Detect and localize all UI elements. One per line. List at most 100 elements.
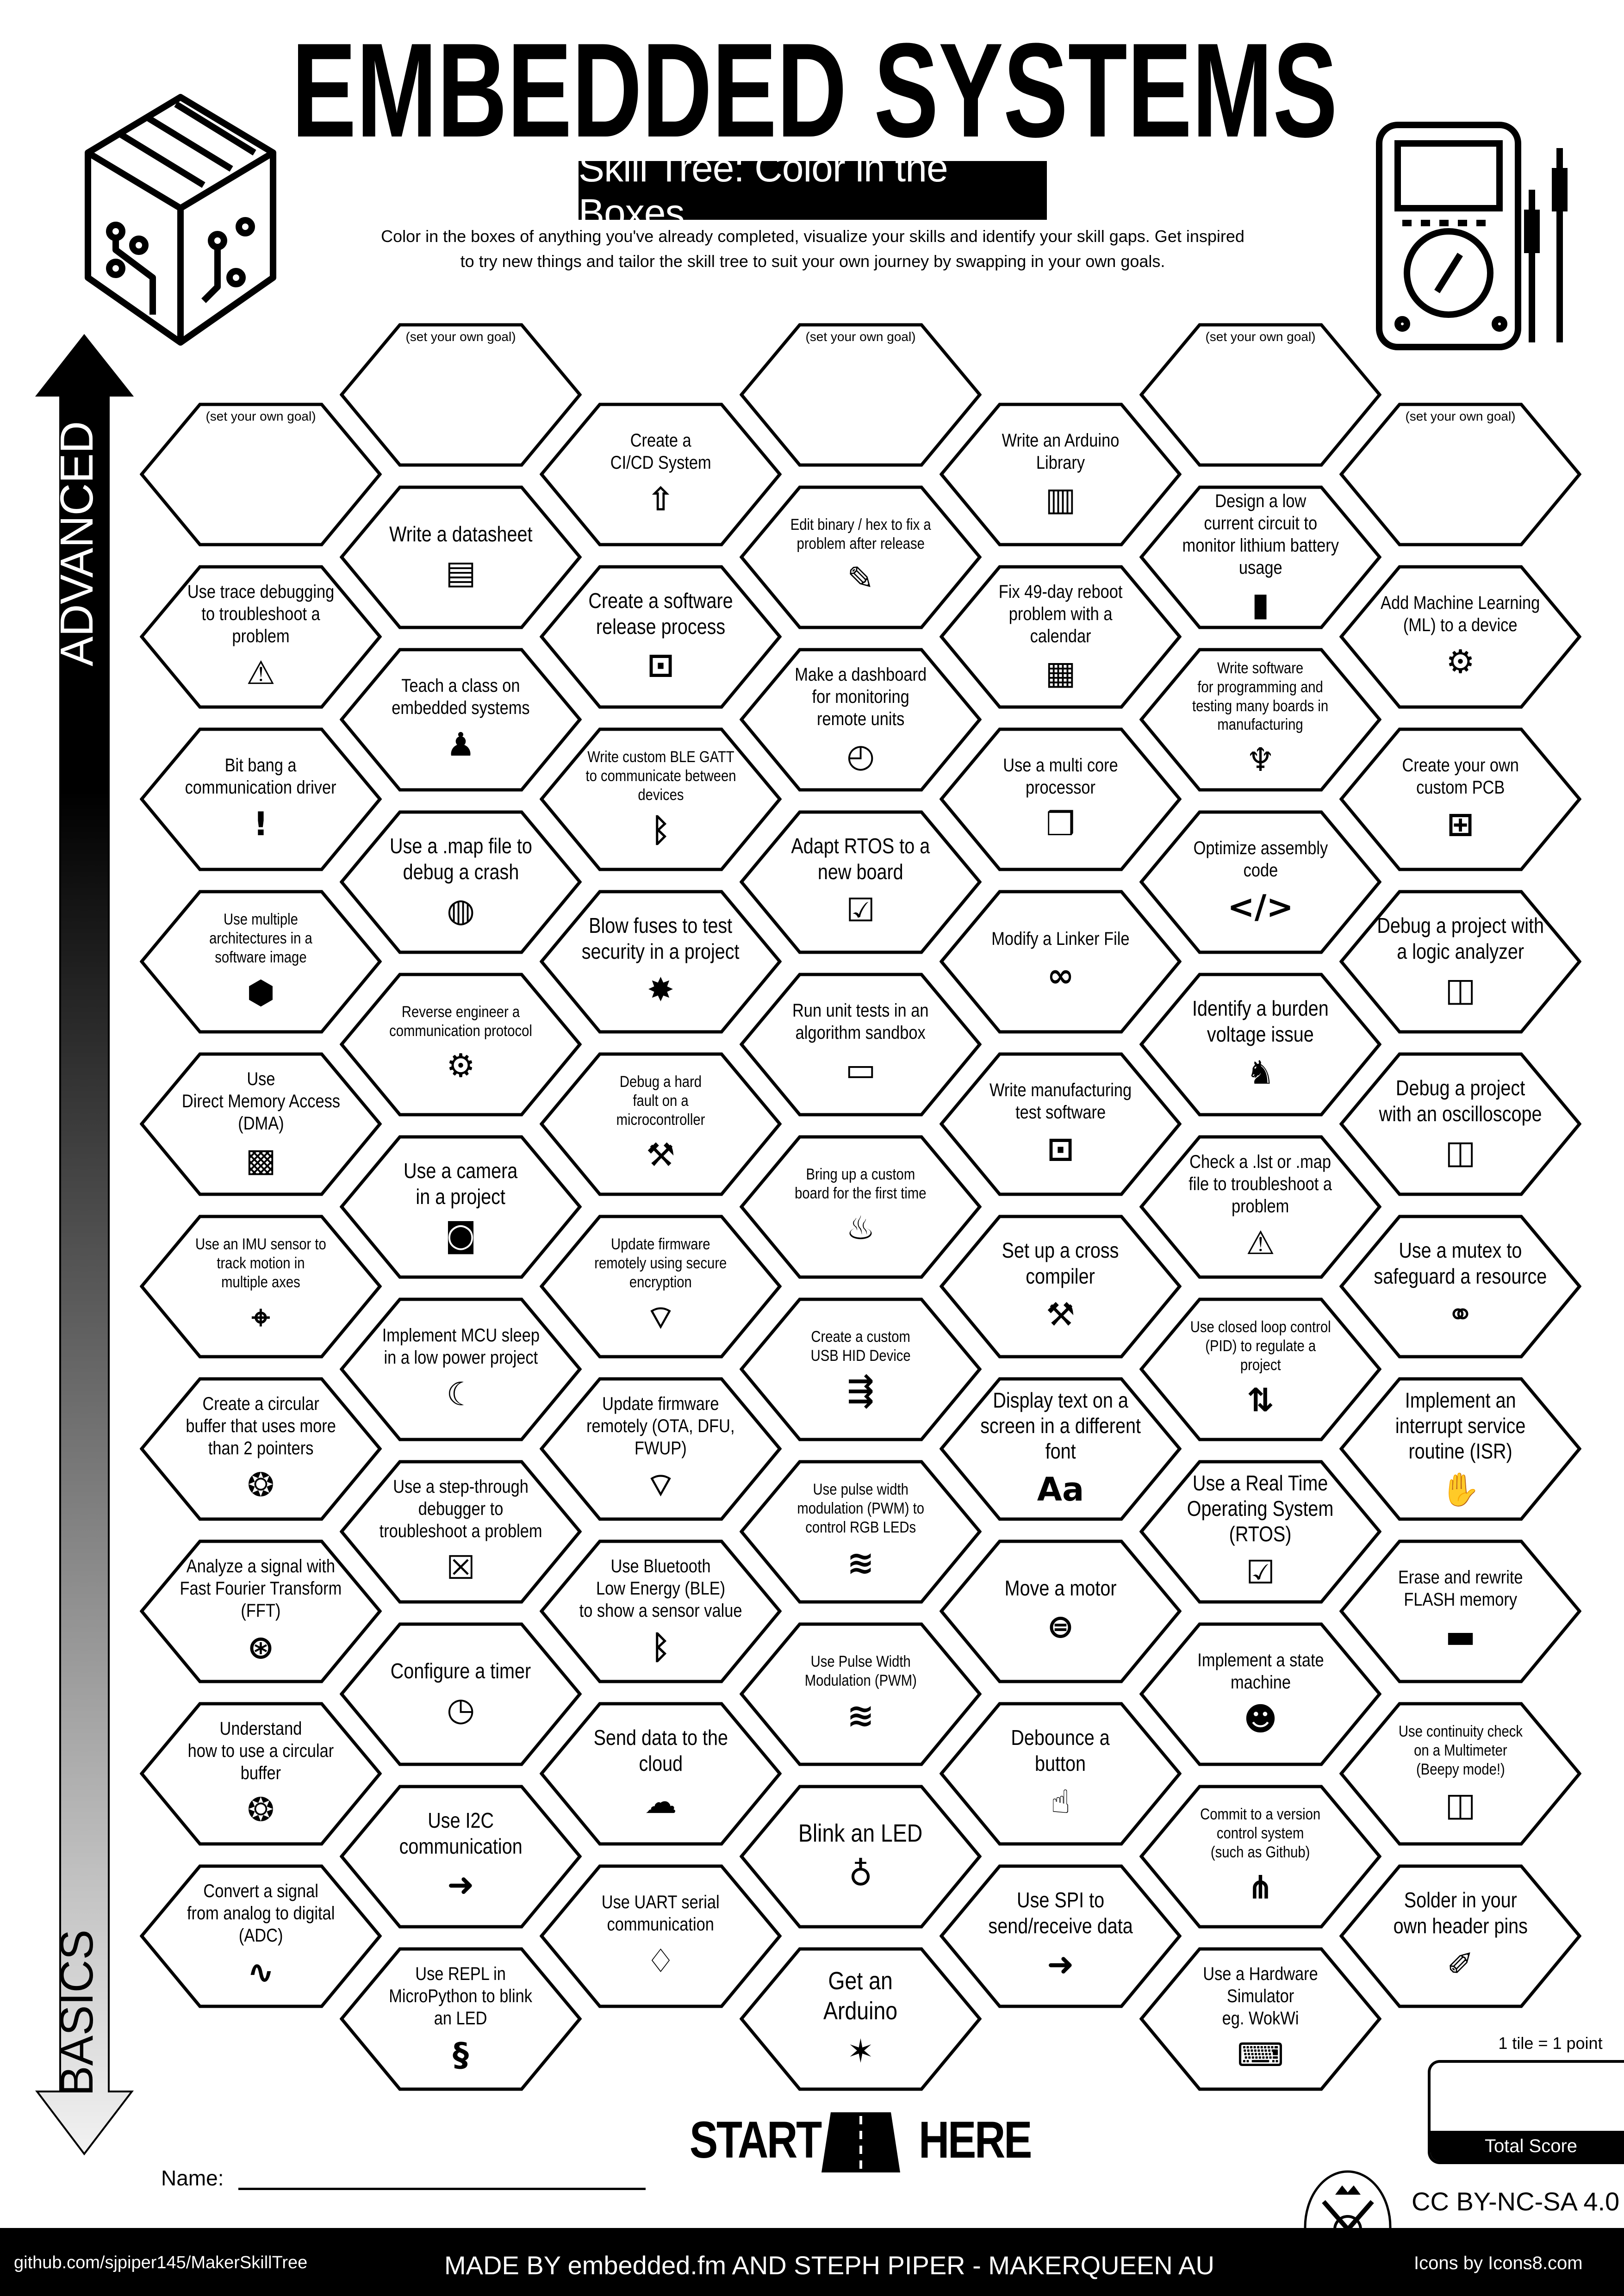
skill-tile[interactable]: Create a custom USB HID Device ⇶ [740, 1297, 982, 1441]
skill-tile[interactable]: Use a .map file to debug a crash ◍ [340, 810, 582, 954]
skill-label: Send data to the cloud [593, 1725, 728, 1775]
skill-tile[interactable]: Bring up a custom board for the first ti… [740, 1135, 982, 1279]
skill-tile[interactable]: Run unit tests in an algorithm sandbox ▭ [740, 973, 982, 1117]
skill-tile[interactable]: Add Machine Learning (ML) to a device ⚙ [1339, 565, 1581, 709]
skill-tile[interactable]: Blink an LED ♁ [740, 1785, 982, 1929]
skill-tile[interactable]: Blow fuses to test security in a project… [540, 890, 782, 1034]
hexagon-outline [740, 1297, 982, 1441]
skill-tile[interactable]: Send data to the cloud ☁ [540, 1702, 782, 1846]
skill-tile[interactable]: Create a circular buffer that uses more … [140, 1377, 382, 1521]
repo-link[interactable]: github.com/sjpiper145/MakerSkillTree [14, 2253, 308, 2272]
skill-tile-custom-goal[interactable]: (set your own goal) [340, 323, 582, 467]
skill-tile[interactable]: Analyze a signal with Fast Fourier Trans… [140, 1539, 382, 1683]
skill-tile[interactable]: Write a datasheet ▤ [340, 485, 582, 629]
skill-tile[interactable]: Use Pulse Width Modulation (PWM) ≋ [740, 1622, 982, 1766]
skill-tile[interactable]: Implement an interrupt service routine (… [1339, 1377, 1581, 1521]
skill-tile[interactable]: Use closed loop control (PID) to regulat… [1139, 1297, 1381, 1441]
skill-tile[interactable]: Use trace debugging to troubleshoot a pr… [140, 565, 382, 709]
skill-tile[interactable]: Use continuity check on a Multimeter (Be… [1339, 1702, 1581, 1846]
skill-tile[interactable]: Update firmware remotely (OTA, DFU, FWUP… [540, 1377, 782, 1521]
tile-content: Move a motor ⊜ [958, 1539, 1163, 1683]
tile-content: Create a circular buffer that uses more … [158, 1377, 363, 1521]
skill-tile[interactable]: Get an Arduino ✶ [740, 1947, 982, 2091]
skill-tile[interactable]: Use a Real Time Operating System (RTOS) ☑ [1139, 1460, 1381, 1604]
skill-label: Write custom BLE GATT to communicate bet… [585, 748, 736, 804]
skill-tile-custom-goal[interactable]: (set your own goal) [140, 403, 382, 546]
circuit-cube-icon [85, 94, 276, 346]
skill-tile[interactable]: Use a multi core processor ❒ [940, 727, 1182, 871]
skill-tile[interactable]: Understand how to use a circular buffer ❂ [140, 1702, 382, 1846]
skill-tile[interactable]: Teach a class on embedded systems ♟ [340, 648, 582, 792]
skill-tile[interactable]: Implement a state machine ☻ [1139, 1622, 1381, 1766]
tile-content: Use a .map file to debug a crash ◍ [358, 810, 563, 954]
tile-content: Make a dashboard for monitoring remote u… [758, 648, 963, 792]
skill-tile[interactable]: Write software for programming and testi… [1139, 648, 1381, 792]
skill-label: Implement MCU sleep in a low power proje… [382, 1325, 540, 1368]
skill-tile[interactable]: Use an IMU sensor to track motion in mul… [140, 1215, 382, 1359]
skill-tile[interactable]: Debug a project with an oscilloscope ◫ [1339, 1052, 1581, 1196]
skill-tile[interactable]: Use I2C communication ➜ [340, 1785, 582, 1929]
tile-content: Add Machine Learning (ML) to a device ⚙ [1358, 565, 1563, 709]
skill-tile-custom-goal[interactable]: (set your own goal) [1339, 403, 1581, 546]
skill-tile[interactable]: Bit bang a communication driver! [140, 727, 382, 871]
skill-tile[interactable]: Debug a hard fault on a microcontroller ⚒ [540, 1052, 782, 1196]
party-popper-icon: ✶ [847, 2032, 874, 2071]
skill-tile[interactable]: Use SPI to send/receive data ➜ [940, 1864, 1182, 2008]
skill-tile[interactable]: Use REPL in MicroPython to blink an LED § [340, 1947, 582, 2091]
skill-tile[interactable]: Commit to a version control system (such… [1139, 1785, 1381, 1929]
skill-tile[interactable]: Display text on a screen in a different … [940, 1377, 1182, 1521]
skill-tile[interactable]: Modify a Linker File ∞ [940, 890, 1182, 1034]
skill-tile[interactable]: Write manufacturing test software ⊡ [940, 1052, 1182, 1196]
skill-tile[interactable]: Reverse engineer a communication protoco… [340, 973, 582, 1117]
skill-tile[interactable]: Use a mutex to safeguard a resource ⚭ [1339, 1215, 1581, 1359]
skill-label: Identify a burden voltage issue [1192, 996, 1329, 1046]
name-input-line[interactable] [238, 2188, 646, 2190]
tools-icon: ⚒ [646, 1136, 675, 1174]
skill-tile[interactable]: Write an Arduino Library ▥ [940, 403, 1182, 546]
skill-tile[interactable]: Erase and rewrite FLASH memory ▬ [1339, 1539, 1581, 1683]
skill-tile[interactable]: Update firmware remotely using secure en… [540, 1215, 782, 1359]
skill-tile[interactable]: Write custom BLE GATT to communicate bet… [540, 727, 782, 871]
data-arrow-icon: ➜ [447, 1865, 474, 1904]
skill-tile[interactable]: Design a low current circuit to monitor … [1139, 485, 1381, 629]
skill-tile[interactable]: Use a camera in a project ◙ [340, 1135, 582, 1279]
skill-tile[interactable]: Adapt RTOS to a new board ☑ [740, 810, 982, 954]
skill-tile[interactable]: Use a Hardware Simulator eg. WokWi ⌨ [1139, 1947, 1381, 2091]
hexagon-outline [1339, 403, 1581, 546]
skill-tile[interactable]: Set up a cross compiler ⚒ [940, 1215, 1182, 1359]
skill-tile[interactable]: Create your own custom PCB ⊞ [1339, 727, 1581, 871]
multimeter-icon: ◫ [1445, 1785, 1476, 1824]
skill-tile[interactable]: Check a .lst or .map file to troubleshoo… [1139, 1135, 1381, 1279]
skill-label: Use a step-through debugger to troublesh… [379, 1476, 542, 1541]
skill-tile[interactable]: Implement MCU sleep in a low power proje… [340, 1297, 582, 1441]
skill-tile[interactable]: Use a step-through debugger to troublesh… [340, 1460, 582, 1604]
skill-tile[interactable]: Move a motor ⊜ [940, 1539, 1182, 1683]
skill-tile[interactable]: Solder in your own header pins ✐ [1339, 1864, 1581, 2008]
hexagon-outline [1139, 1297, 1381, 1441]
skill-tile[interactable]: Use pulse width modulation (PWM) to cont… [740, 1460, 982, 1604]
hexagon-outline [1139, 648, 1381, 792]
skill-tile[interactable]: Create a software release process ⊡ [540, 565, 782, 709]
total-score-box[interactable]: Total Score [1428, 2060, 1624, 2164]
skill-tile[interactable]: Optimize assembly code </> [1139, 810, 1381, 954]
fft-icon: ⊛ [247, 1628, 274, 1666]
skill-tile-custom-goal[interactable]: (set your own goal) [1139, 323, 1381, 467]
skill-tile[interactable]: Make a dashboard for monitoring remote u… [740, 648, 982, 792]
skill-tile[interactable]: Debounce a button ☝ [940, 1702, 1182, 1846]
skill-tile[interactable]: Use multiple architectures in a software… [140, 890, 382, 1034]
skill-tile[interactable]: Use Direct Memory Access (DMA) ▩ [140, 1052, 382, 1196]
svg-text:BASICS: BASICS [56, 1930, 103, 2096]
skill-tile[interactable]: Use UART serial communication ♢ [540, 1864, 782, 2008]
skill-tile[interactable]: Identify a burden voltage issue ♞ [1139, 973, 1381, 1117]
skill-tile[interactable]: Fix 49-day reboot problem with a calenda… [940, 565, 1182, 709]
icons-credit-link[interactable]: Icons by Icons8.com [1414, 2253, 1583, 2273]
skill-tile[interactable]: Use Bluetooth Low Energy (BLE) to show a… [540, 1539, 782, 1683]
skill-tile[interactable]: Create a CI/CD System ⇧ [540, 403, 782, 546]
skill-tile[interactable]: Configure a timer ◷ [340, 1622, 582, 1766]
skill-tile-custom-goal[interactable]: (set your own goal) [740, 323, 982, 467]
circular-buffer-icon: ❂ [247, 1790, 274, 1829]
skill-tile[interactable]: Convert a signal from analog to digital … [140, 1864, 382, 2008]
tile-content: Use trace debugging to troubleshoot a pr… [158, 565, 363, 709]
skill-tile[interactable]: Debug a project with a logic analyzer ◫ [1339, 890, 1581, 1034]
skill-tile[interactable]: Edit binary / hex to fix a problem after… [740, 485, 982, 629]
